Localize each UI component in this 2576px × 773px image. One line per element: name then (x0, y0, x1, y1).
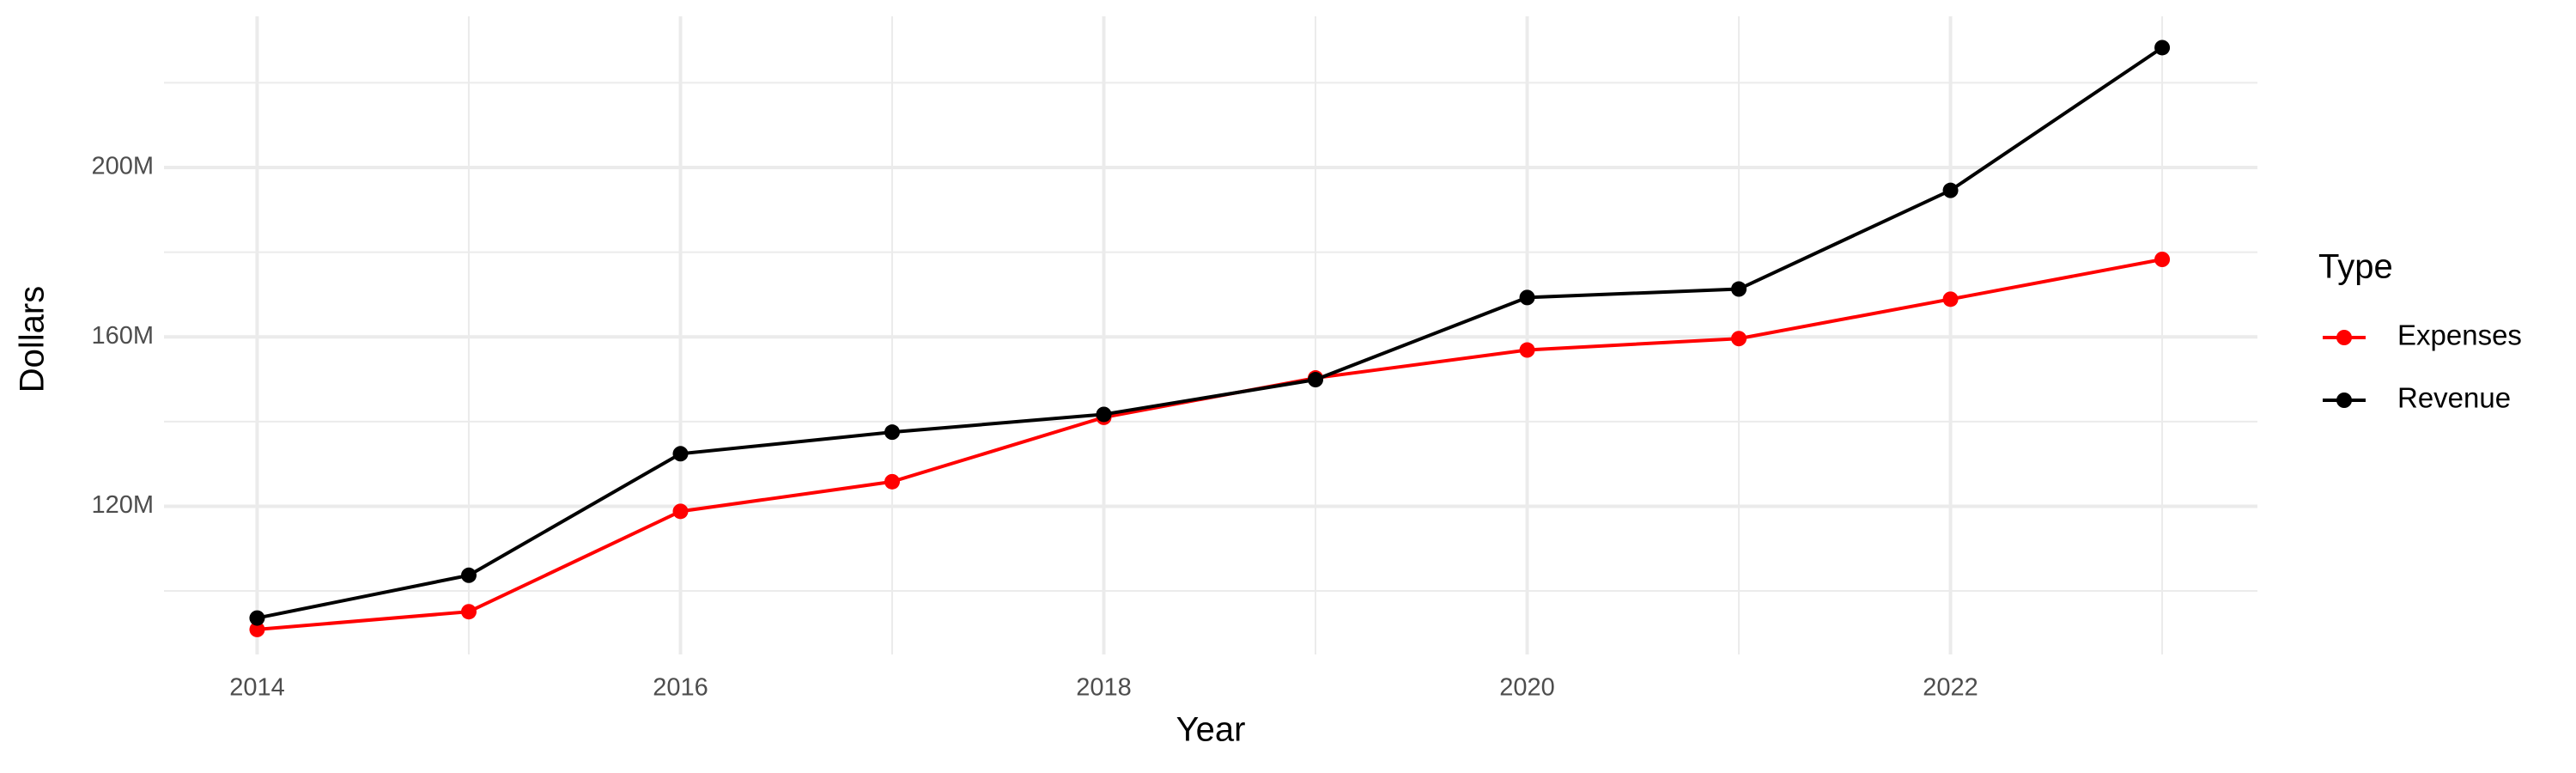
data-point (1308, 372, 1324, 388)
y-axis-title: Dollars (14, 286, 52, 393)
y-tick-label: 160M (91, 322, 154, 350)
data-point (672, 503, 689, 520)
data-point (1731, 331, 1747, 347)
data-point (460, 604, 477, 620)
x-tick-label: 2016 (653, 674, 708, 702)
y-tick-label: 120M (91, 491, 154, 519)
data-point (1519, 342, 1535, 358)
series-line (257, 258, 2163, 631)
legend-marker (2336, 393, 2352, 408)
x-tick-label: 2014 (229, 674, 285, 702)
data-point (249, 621, 265, 637)
x-axis-title: Year (1176, 711, 1246, 749)
data-point (884, 473, 900, 490)
data-point (1519, 289, 1535, 306)
series-line (257, 46, 2164, 620)
data-point (884, 424, 900, 441)
data-point (672, 446, 689, 462)
data-point (1096, 406, 1112, 423)
y-tick-label: 200M (91, 153, 154, 180)
data-point (2154, 252, 2171, 268)
data-point (1731, 281, 1747, 297)
x-tick-label: 2020 (1499, 674, 1555, 702)
x-tick-label: 2018 (1076, 674, 1132, 702)
data-point (1942, 182, 1959, 198)
data-point (460, 567, 477, 583)
legend-marker (2336, 330, 2352, 345)
legend-label: Revenue (2397, 382, 2511, 414)
legend-title: Type (2318, 248, 2393, 286)
legend-label: Expenses (2397, 320, 2522, 351)
data-point (249, 610, 265, 626)
data-point (2154, 40, 2171, 56)
data-point (1942, 291, 1959, 307)
x-tick-label: 2022 (1923, 674, 1978, 702)
